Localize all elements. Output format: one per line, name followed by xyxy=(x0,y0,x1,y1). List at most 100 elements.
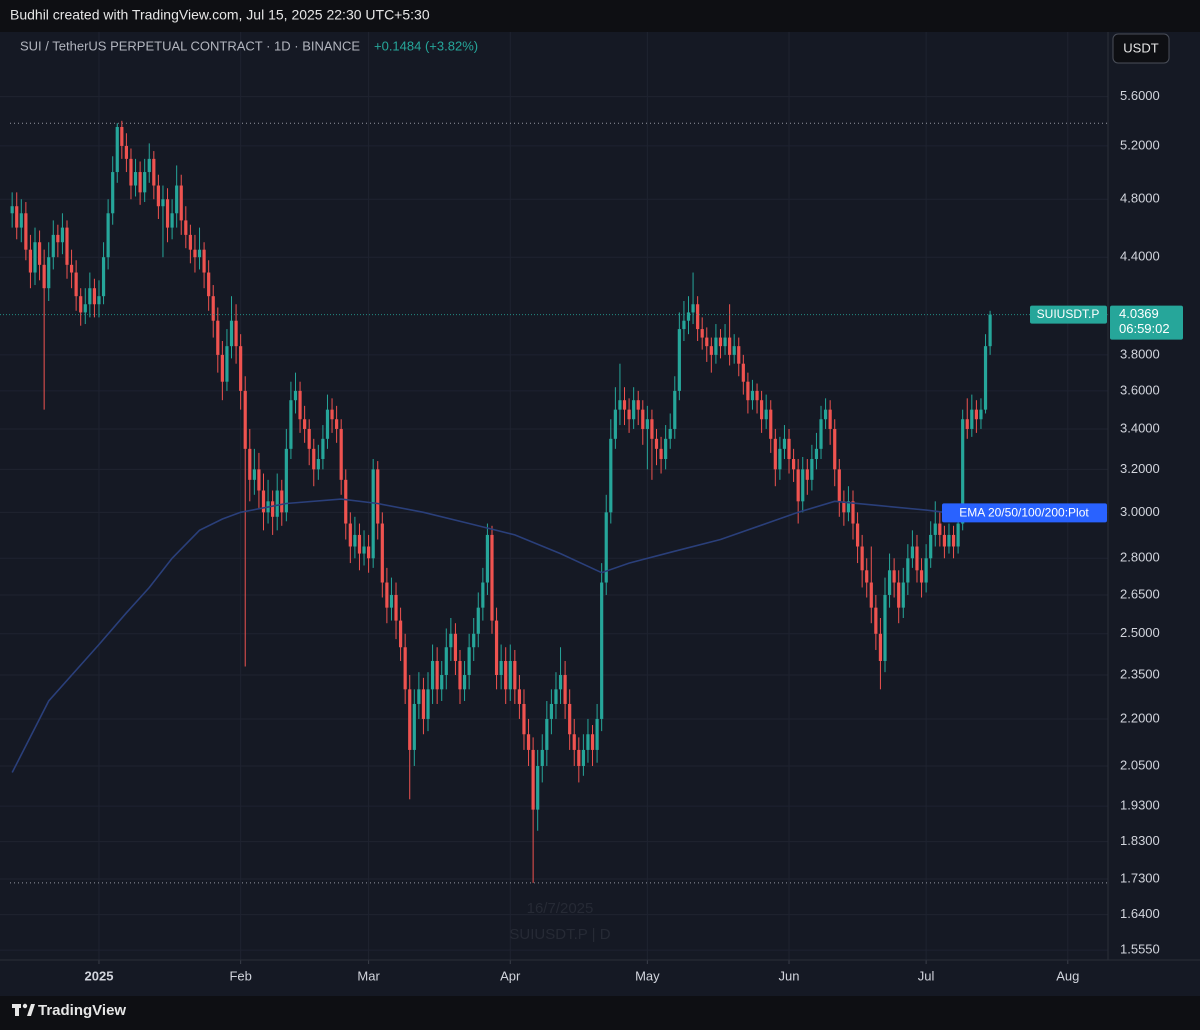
tradingview-logo: TradingView xyxy=(12,1002,126,1019)
candle-body xyxy=(613,409,617,439)
price-change: +0.1484 (+3.82%) xyxy=(374,38,478,53)
candle-body xyxy=(69,264,74,273)
candle-body xyxy=(376,469,380,524)
candle-body xyxy=(453,633,458,661)
candle-body xyxy=(193,249,197,258)
candle-body xyxy=(248,448,252,480)
candle-body xyxy=(421,689,426,719)
candle-body xyxy=(261,490,266,513)
ema-tag xyxy=(942,503,1107,523)
candle-body xyxy=(961,419,965,524)
candle-body xyxy=(152,158,156,186)
candle-body xyxy=(874,607,878,634)
candle-body xyxy=(188,234,192,250)
candle-body xyxy=(389,594,394,608)
x-tick-label: Jul xyxy=(918,968,935,983)
candle-body xyxy=(645,419,649,429)
candle-body xyxy=(814,448,819,460)
candle-body xyxy=(878,633,883,661)
candle-body xyxy=(787,438,791,460)
candle-body xyxy=(558,675,563,690)
overlay: SUI / TetherUS PERPETUAL CONTRACT · 1D ·… xyxy=(20,33,1183,943)
candle-body xyxy=(508,660,512,690)
candle-body xyxy=(636,400,640,410)
candle-body xyxy=(60,227,65,243)
candle-body xyxy=(211,296,215,321)
candle-body xyxy=(887,570,892,595)
candle-body xyxy=(293,390,298,401)
attribution: Budhil created with TradingView.com, Jul… xyxy=(10,7,430,23)
candle-body xyxy=(860,546,864,571)
candle-body xyxy=(335,419,339,429)
candle-body xyxy=(298,390,302,420)
candle-body xyxy=(179,185,183,221)
candle-body xyxy=(490,534,494,621)
brand: TradingView xyxy=(38,1002,126,1019)
candle-body xyxy=(947,534,951,547)
logo-part xyxy=(27,1004,35,1016)
candle-body xyxy=(83,304,87,313)
symbol-title: SUI / TetherUS PERPETUAL CONTRACT · 1D ·… xyxy=(20,38,360,53)
candle-body xyxy=(869,582,873,608)
candle-body xyxy=(24,213,28,250)
candle-body xyxy=(481,582,485,608)
candle-body xyxy=(124,145,129,159)
candle-body xyxy=(170,213,174,228)
candle-body xyxy=(970,409,974,429)
candle-body xyxy=(97,296,101,305)
currency-label[interactable]: USDT xyxy=(1123,40,1158,55)
candle-body xyxy=(924,558,928,583)
candle-body xyxy=(371,469,375,559)
candle-body xyxy=(938,523,942,535)
candle-body xyxy=(929,534,933,559)
candle-body xyxy=(28,249,33,273)
candle-body xyxy=(220,354,224,382)
candle-body xyxy=(115,126,119,173)
candle-body xyxy=(56,234,60,243)
y-tick-label: 1.6400 xyxy=(1120,906,1160,921)
candle-body xyxy=(303,419,307,429)
candle-body xyxy=(723,337,727,347)
currency-button[interactable] xyxy=(1112,33,1170,64)
candle-body xyxy=(568,703,572,735)
candle-body xyxy=(983,346,988,410)
candle-body xyxy=(184,220,188,235)
candle-body xyxy=(668,428,672,439)
candle-body xyxy=(782,438,787,449)
candle-body xyxy=(403,647,407,690)
candle-body xyxy=(65,227,69,265)
candle-body xyxy=(161,199,165,207)
candle-body xyxy=(791,459,796,470)
candle-body xyxy=(156,185,160,207)
candle-body xyxy=(51,234,55,258)
candle-body xyxy=(540,749,544,766)
candle-body xyxy=(691,304,695,313)
candle-body xyxy=(796,469,800,502)
candle-body xyxy=(737,346,741,364)
ema-tag-label: EMA 20/50/100/200:Plot xyxy=(959,506,1089,520)
x-tick-label: Aug xyxy=(1056,968,1079,983)
candle-body xyxy=(504,660,508,690)
y-tick-label: 4.8000 xyxy=(1120,191,1160,206)
candle-body xyxy=(718,337,723,347)
candle-body xyxy=(700,329,704,338)
candle-body xyxy=(367,546,371,559)
y-tick-label: 2.5000 xyxy=(1120,625,1160,640)
candle-body xyxy=(696,304,700,330)
candle-body xyxy=(526,734,531,750)
y-tick-label: 1.9300 xyxy=(1120,798,1160,813)
candle-body xyxy=(819,419,823,449)
y-tick-label: 2.2000 xyxy=(1120,710,1160,725)
candle-body xyxy=(207,272,211,297)
candle-body xyxy=(709,346,713,355)
candle-body xyxy=(956,523,960,547)
last-price-tag xyxy=(1110,305,1183,340)
candle-body xyxy=(412,703,416,750)
candle-body xyxy=(143,172,147,193)
candle-body xyxy=(19,213,23,228)
candle-body xyxy=(111,172,115,214)
candle-body xyxy=(485,534,490,583)
candle-body xyxy=(129,158,133,186)
candle-body xyxy=(764,409,768,420)
